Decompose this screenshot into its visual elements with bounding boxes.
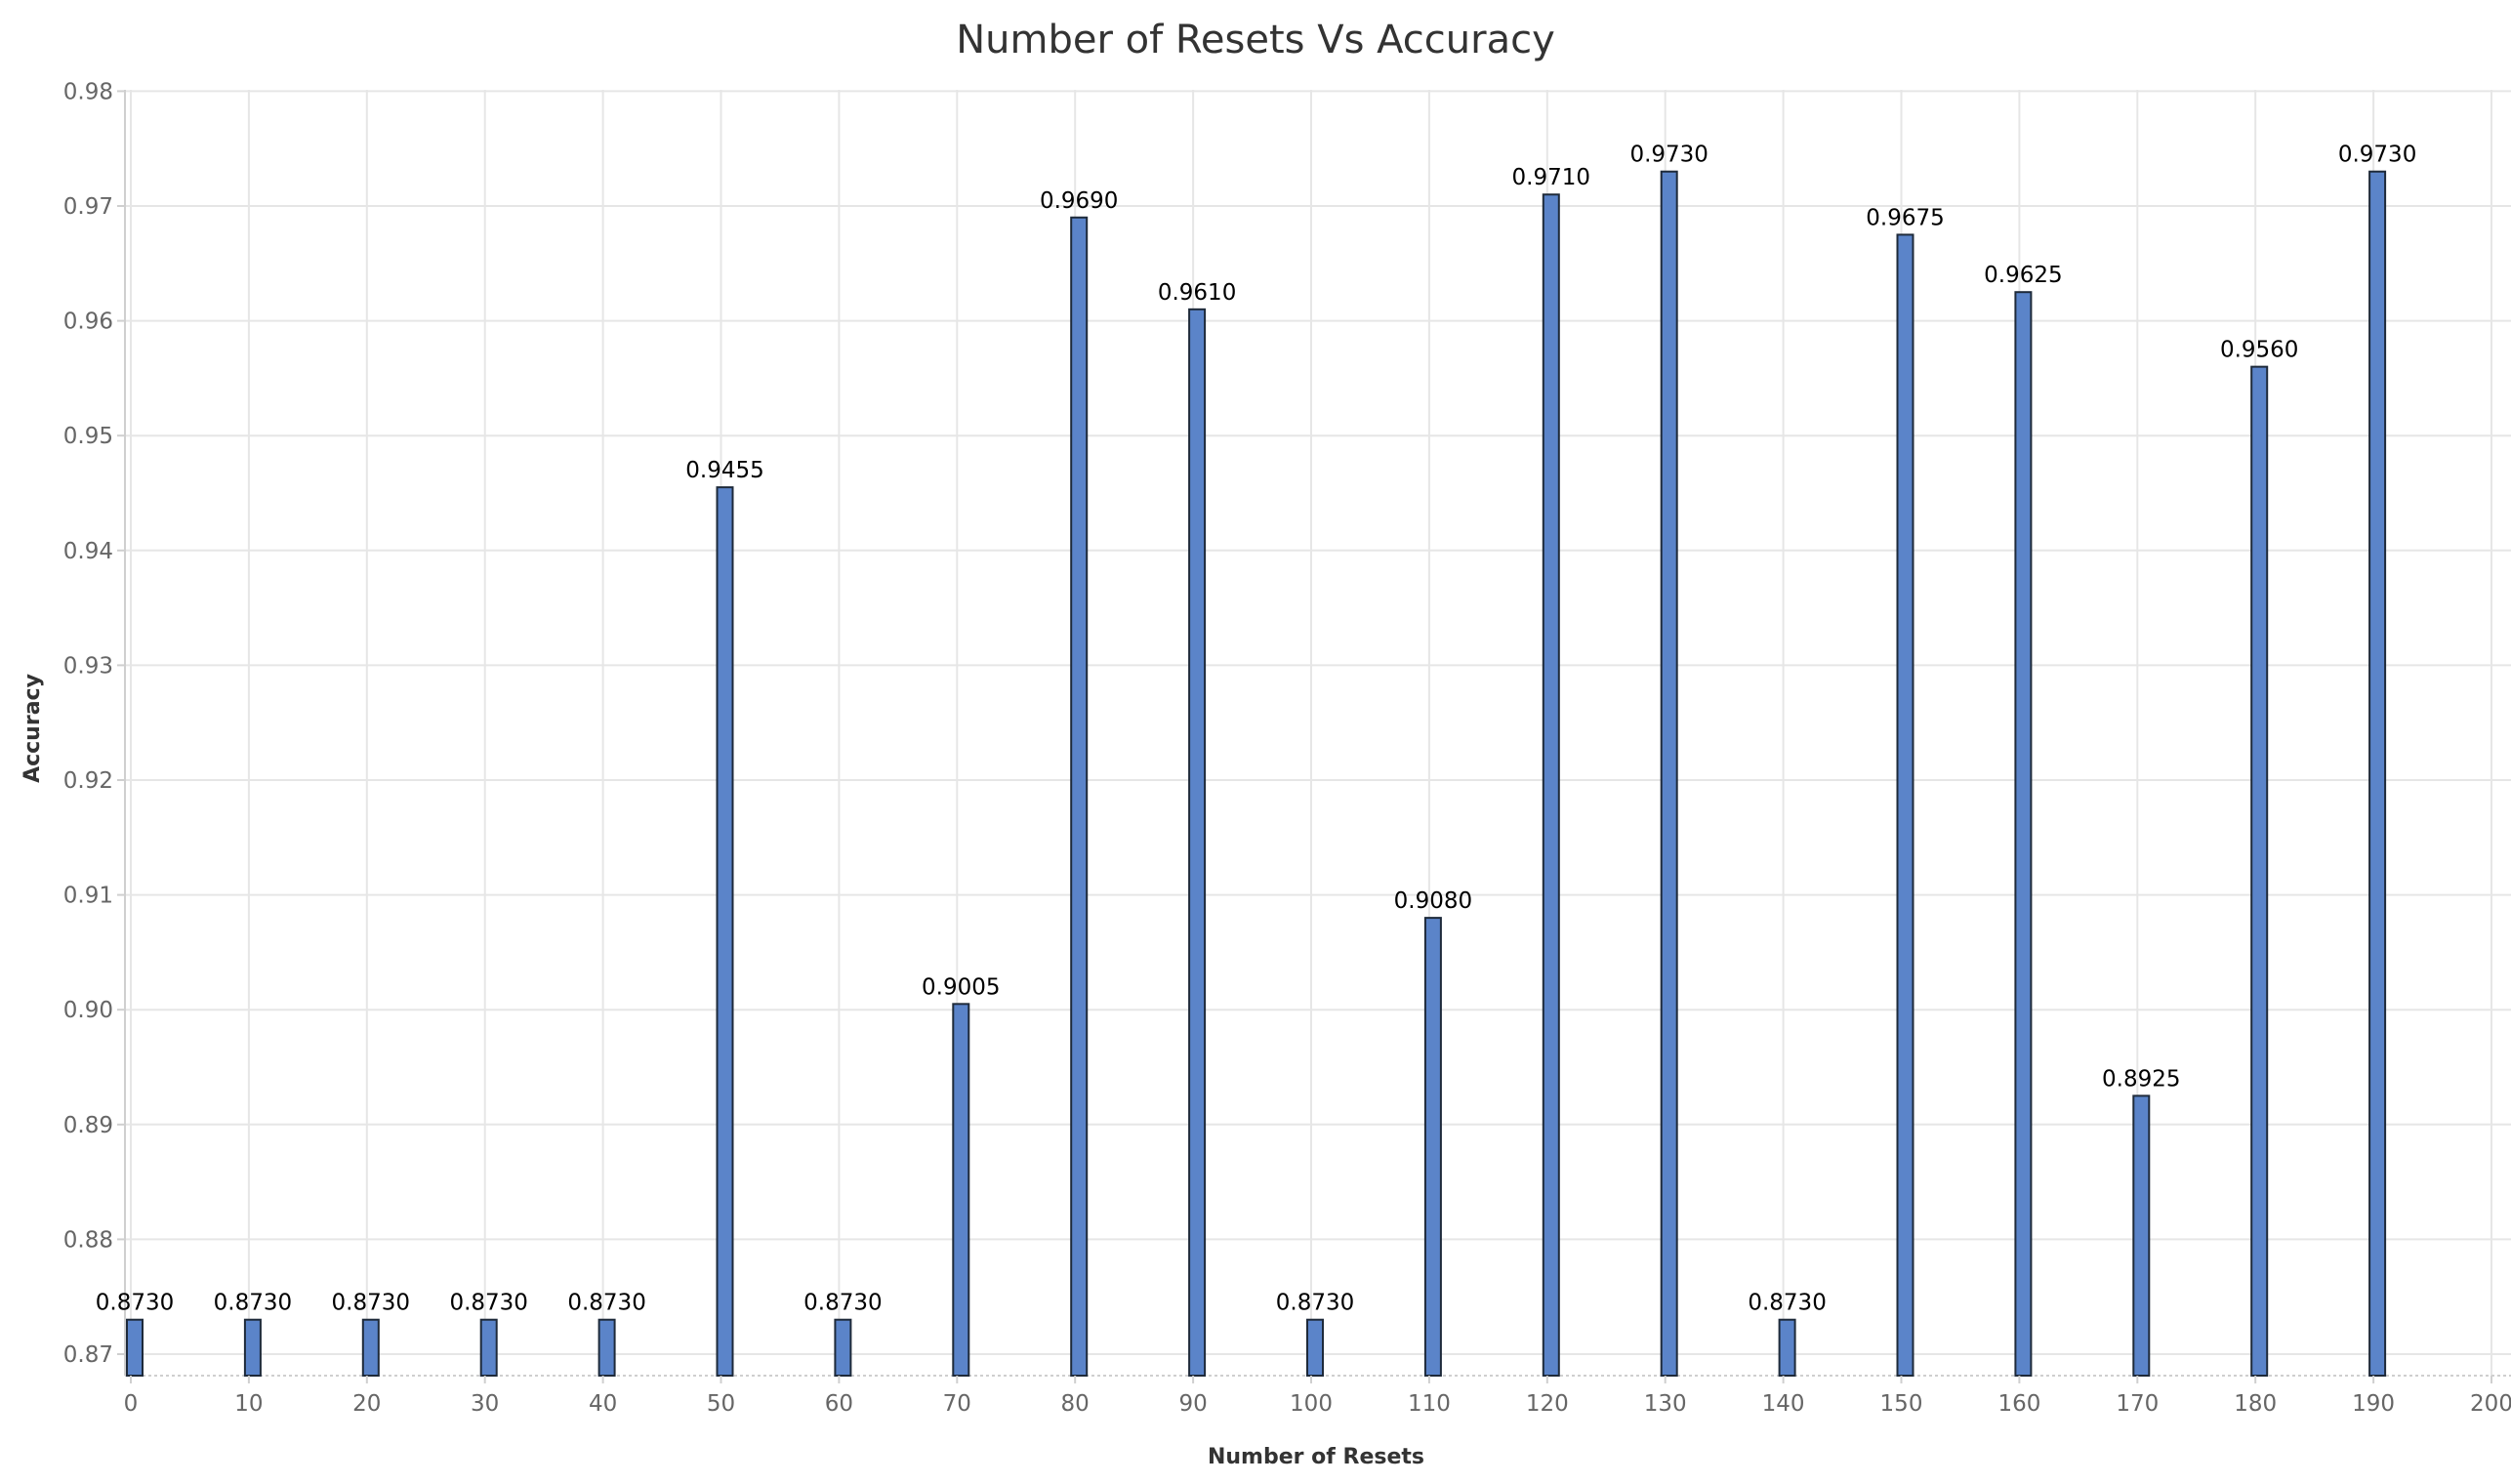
x-tick-label: 190 (2352, 1391, 2395, 1417)
data-label: 0.9730 (1629, 143, 1708, 168)
bar (1070, 216, 1089, 1377)
data-label: 0.9730 (2338, 143, 2416, 168)
bar (2250, 365, 2269, 1377)
bar (716, 486, 734, 1377)
bar (361, 1318, 380, 1377)
x-tick-label: 50 (707, 1391, 735, 1417)
data-labels: 0.8730 0.8730 0.8730 0.8730 0.8730 0.9455 0.87… (96, 143, 2417, 1316)
bar (834, 1318, 852, 1377)
bar (126, 1318, 144, 1377)
data-label: 0.8730 (332, 1291, 410, 1316)
y-axis-label: Accuracy (21, 674, 45, 783)
y-tick-label: 0.96 (63, 309, 113, 335)
x-tick-label: 120 (1526, 1391, 1569, 1417)
x-tick-label: 80 (1061, 1391, 1090, 1417)
bar (2014, 291, 2033, 1378)
x-tick-label: 10 (234, 1391, 263, 1417)
data-label: 0.9690 (1040, 188, 1118, 214)
y-tick-label: 0.92 (63, 768, 113, 794)
bar (2368, 170, 2387, 1378)
data-label: 0.8730 (1748, 1291, 1826, 1316)
x-tick-label: 150 (1880, 1391, 1923, 1417)
bar (597, 1318, 616, 1377)
gridlines (124, 90, 2511, 1377)
bar (479, 1318, 498, 1377)
chart-title: Number of Resets Vs Accuracy (956, 18, 1555, 62)
y-tick-label: 0.95 (63, 424, 113, 449)
y-tick-label: 0.97 (63, 194, 113, 220)
bar (1306, 1318, 1324, 1377)
x-tick-label: 20 (352, 1391, 381, 1417)
data-label: 0.8730 (567, 1291, 645, 1316)
bar (1423, 917, 1442, 1377)
x-tick-label: 170 (2116, 1391, 2159, 1417)
data-label: 0.9080 (1394, 888, 1472, 914)
x-axis-ticks: 0 10 20 30 40 50 60 70 80 90 100 110 120 130 140 150 160… (124, 1376, 2511, 1417)
bar (1542, 193, 1560, 1378)
data-label: 0.8730 (96, 1291, 174, 1316)
data-label: 0.9560 (2220, 338, 2298, 363)
x-tick-label: 100 (1290, 1391, 1333, 1417)
data-label: 0.8730 (449, 1291, 527, 1316)
bar (2132, 1094, 2151, 1378)
x-tick-label: 200 (2470, 1391, 2511, 1417)
x-tick-label: 140 (1762, 1391, 1805, 1417)
x-tick-label: 30 (471, 1391, 499, 1417)
data-label: 0.8925 (2102, 1066, 2180, 1092)
bar (1660, 170, 1678, 1378)
y-tick-label: 0.93 (63, 653, 113, 679)
y-tick-label: 0.90 (63, 998, 113, 1023)
y-tick-label: 0.91 (63, 884, 113, 909)
x-tick-label: 160 (1997, 1391, 2040, 1417)
data-label: 0.9005 (922, 974, 1000, 1000)
data-label: 0.9625 (1984, 263, 2062, 288)
data-label: 0.9455 (685, 458, 763, 483)
x-tick-label: 180 (2234, 1391, 2277, 1417)
bar (1896, 233, 1914, 1377)
data-label: 0.8730 (214, 1291, 292, 1316)
data-label: 0.9610 (1158, 280, 1236, 306)
x-tick-label: 90 (1178, 1391, 1207, 1417)
y-tick-label: 0.88 (63, 1227, 113, 1253)
y-tick-label: 0.98 (63, 79, 113, 104)
bar (1188, 308, 1207, 1378)
x-tick-label: 0 (124, 1391, 139, 1417)
x-tick-label: 130 (1644, 1391, 1687, 1417)
x-tick-label: 60 (825, 1391, 853, 1417)
data-label: 0.8730 (1276, 1291, 1354, 1316)
bar (952, 1003, 970, 1377)
x-tick-label: 40 (589, 1391, 617, 1417)
bar (243, 1318, 262, 1377)
y-tick-label: 0.87 (63, 1342, 113, 1368)
x-tick-label: 110 (1408, 1391, 1451, 1417)
data-label: 0.9675 (1866, 205, 1944, 230)
data-label: 0.8730 (803, 1291, 882, 1316)
bar (1778, 1318, 1796, 1377)
data-label: 0.9710 (1512, 165, 1590, 190)
bars (126, 170, 2387, 1378)
x-axis-label: Number of Resets (1208, 1445, 1424, 1469)
x-tick-label: 70 (943, 1391, 971, 1417)
y-axis-ticks: 0.87 0.88 0.89 0.90 0.91 0.92 0.93 0.94 0.95 0.96… (63, 79, 125, 1368)
y-tick-label: 0.89 (63, 1113, 113, 1138)
y-tick-label: 0.94 (63, 539, 113, 564)
